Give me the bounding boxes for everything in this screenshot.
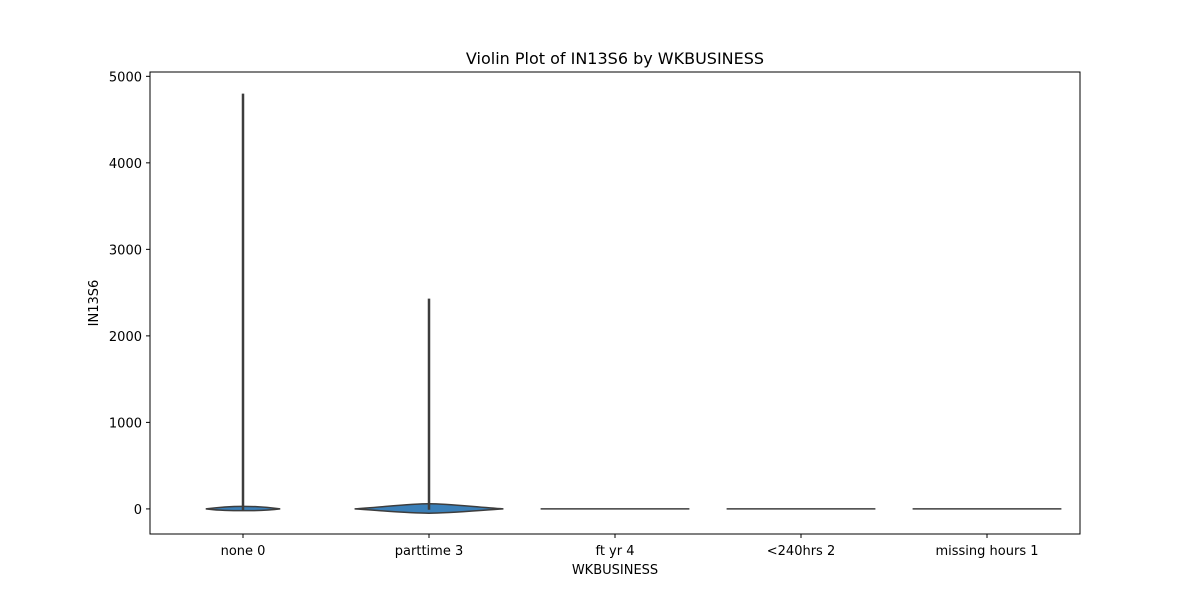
chart-title: Violin Plot of IN13S6 by WKBUSINESS xyxy=(466,49,764,68)
y-tick-label: 0 xyxy=(134,503,142,518)
y-axis-label: IN13S6 xyxy=(87,280,102,327)
x-axis: none 0 parttime 3 ft yr 4 <240hrs 2 missing … xyxy=(221,534,1039,559)
y-tick-label: 4000 xyxy=(109,157,142,172)
violins-group xyxy=(205,93,1062,514)
x-tick-label: ft yr 4 xyxy=(595,544,634,559)
y-tick-label: 5000 xyxy=(109,70,142,85)
x-axis-label: WKBUSINESS xyxy=(572,563,658,578)
x-tick-label: parttime 3 xyxy=(395,544,463,559)
y-tick-label: 3000 xyxy=(109,243,142,258)
plot-area-frame xyxy=(149,71,1081,535)
violin-1 xyxy=(354,298,504,514)
x-tick-label: none 0 xyxy=(221,544,266,559)
y-axis: 0 1000 2000 3000 4000 5000 xyxy=(109,70,150,518)
y-tick-label: 2000 xyxy=(109,330,142,345)
violin-0 xyxy=(205,93,281,512)
y-tick-label: 1000 xyxy=(109,416,142,431)
x-tick-label: <240hrs 2 xyxy=(767,544,835,559)
x-tick-label: missing hours 1 xyxy=(935,544,1038,559)
